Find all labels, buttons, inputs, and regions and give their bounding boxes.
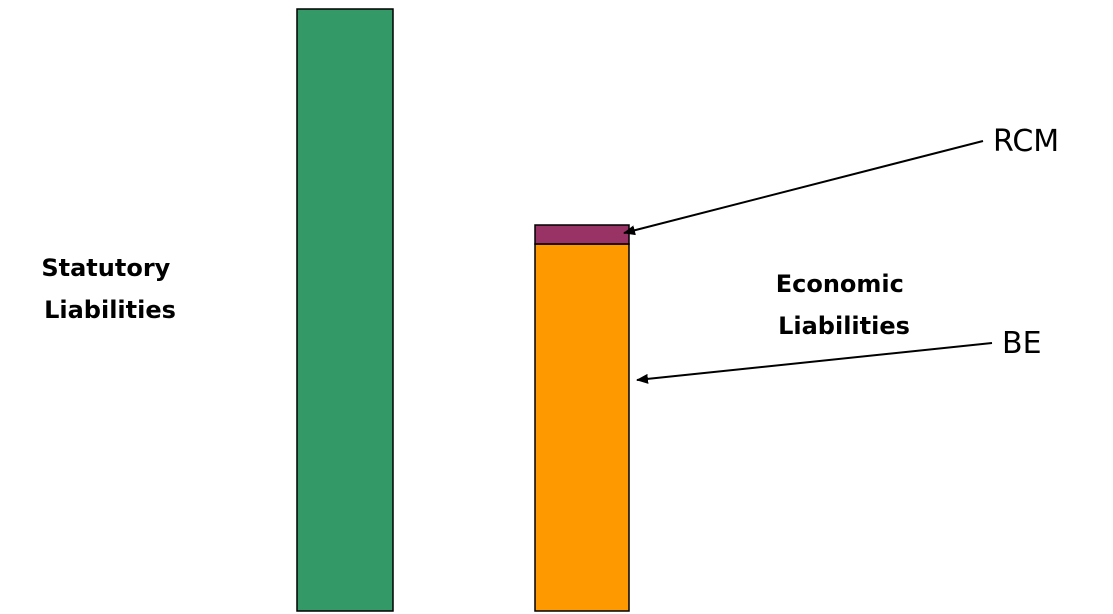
statutory-label: Statutory Liabilities [41, 254, 178, 324]
statutory-liabilities-bar [296, 8, 394, 612]
rcm-arrow [623, 140, 984, 236]
economic-label-line1: Economic [776, 270, 904, 298]
economic-label: Economic Liabilities [776, 270, 913, 340]
be-label: BE [1002, 326, 1042, 361]
statutory-label-line2: Liabilities [44, 296, 176, 324]
be-arrow [636, 342, 993, 384]
statutory-label-line1: Statutory [41, 254, 170, 282]
rcm-label: RCM [993, 124, 1059, 159]
be-segment [534, 243, 630, 612]
economic-label-line2: Liabilities [778, 312, 910, 340]
rcm-segment [534, 224, 630, 245]
